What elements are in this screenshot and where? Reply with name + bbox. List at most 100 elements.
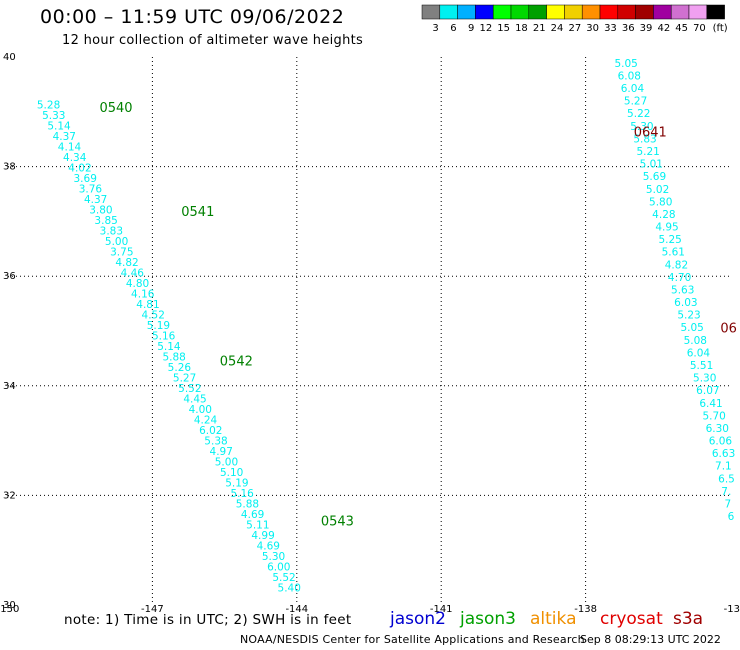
colorbar-swatch bbox=[528, 4, 547, 20]
colorbar-label: 21 bbox=[533, 23, 546, 34]
colorbar-swatch bbox=[688, 4, 708, 20]
colorbar-label: (ft) bbox=[713, 23, 728, 34]
wave-height-point: 4.16 bbox=[131, 288, 155, 300]
pass-time-label: 0543 bbox=[321, 515, 354, 530]
wave-height-point: 5.02 bbox=[646, 184, 669, 196]
wave-height-point: 5.25 bbox=[658, 234, 681, 246]
wave-height-point: 5.30 bbox=[693, 373, 716, 385]
chart-title: 00:00 – 11:59 UTC 09/06/2022 bbox=[40, 6, 345, 28]
wave-height-point: 5.40 bbox=[278, 582, 301, 594]
y-tick-label: 38 bbox=[3, 162, 16, 173]
wave-height-point: 6 bbox=[728, 511, 735, 523]
wave-height-point: 5.05 bbox=[614, 58, 637, 70]
wave-height-point: 4.45 bbox=[183, 393, 206, 405]
colorbar-swatch bbox=[439, 4, 458, 20]
wave-height-point: 5.08 bbox=[684, 335, 707, 347]
colorbar-swatch bbox=[635, 4, 654, 20]
wave-height-point: 4.81 bbox=[136, 299, 159, 311]
wave-height-point: 6.07 bbox=[696, 385, 719, 397]
colorbar-swatch bbox=[457, 4, 476, 20]
colorbar-swatch bbox=[599, 4, 619, 20]
wave-height-point: 4.02 bbox=[68, 162, 91, 174]
wave-height-point: 4.97 bbox=[210, 446, 233, 458]
colorbar-label: 30 bbox=[586, 23, 599, 34]
colorbar-swatch bbox=[653, 4, 672, 20]
wave-height-point: 5.83 bbox=[633, 133, 656, 145]
colorbar-label: 24 bbox=[551, 23, 564, 34]
wave-height-point: 4.24 bbox=[194, 414, 218, 426]
wave-height-point: 5.52 bbox=[178, 383, 201, 395]
colorbar-swatch bbox=[475, 4, 494, 20]
wave-height-point: 4.00 bbox=[189, 404, 212, 416]
colorbar-label: 6 bbox=[450, 23, 456, 34]
wave-height-point: 4.28 bbox=[652, 209, 675, 221]
colorbar-label: 3 bbox=[432, 23, 438, 34]
wave-height-point: 5.70 bbox=[702, 410, 725, 422]
pass-time-label: 0542 bbox=[220, 355, 253, 370]
pass-time-label: 0540 bbox=[99, 101, 132, 116]
wave-height-point: 6.63 bbox=[712, 448, 735, 460]
wave-height-point: 5.51 bbox=[690, 360, 713, 372]
wave-height-point: 4.82 bbox=[665, 259, 688, 271]
wave-height-point: 7. bbox=[721, 486, 731, 498]
colorbar-label: 27 bbox=[568, 23, 581, 34]
colorbar-label: 12 bbox=[479, 23, 492, 34]
wave-height-point: 5.30 bbox=[262, 551, 285, 563]
wave-height-point: 6.02 bbox=[199, 425, 222, 437]
wave-height-point: 5.30 bbox=[630, 121, 653, 133]
wave-height-point: 5.16 bbox=[152, 330, 176, 342]
wave-height-point: 3.83 bbox=[100, 225, 123, 237]
satellite-legend-jason2: jason2 bbox=[390, 609, 446, 629]
wave-height-point: 5.61 bbox=[662, 247, 685, 259]
colorbar-label: 70 bbox=[693, 23, 706, 34]
wave-height-point: 6.5 bbox=[718, 473, 735, 485]
satellite-legend-cryosat: cryosat bbox=[600, 609, 663, 629]
wave-height-point: 5.11 bbox=[246, 519, 269, 531]
wave-height-point: 3.75 bbox=[110, 246, 133, 258]
wave-height-point: 4.46 bbox=[121, 267, 145, 279]
wave-height-point: 7.1 bbox=[715, 461, 732, 473]
x-tick-label: -138 bbox=[574, 604, 597, 615]
pass-time-label: 06 bbox=[720, 322, 737, 337]
wave-height-point: 4.95 bbox=[655, 222, 678, 234]
pass-time-label: 0641 bbox=[634, 125, 667, 140]
wave-height-point: 5.33 bbox=[42, 110, 65, 122]
wave-height-point: 5.38 bbox=[204, 435, 227, 447]
wave-height-point: 5.14 bbox=[47, 121, 71, 133]
y-tick-label: 32 bbox=[3, 490, 16, 501]
wave-height-point: 6.41 bbox=[699, 398, 722, 410]
y-tick-label: 30 bbox=[3, 600, 16, 611]
wave-height-point: 4.99 bbox=[251, 530, 274, 542]
wave-height-point: 3.80 bbox=[89, 204, 112, 216]
colorbar-label: 36 bbox=[622, 23, 635, 34]
colorbar-label: 42 bbox=[657, 23, 670, 34]
footer-credit: NOAA/NESDIS Center for Satellite Applica… bbox=[240, 633, 585, 646]
y-tick-label: 34 bbox=[3, 381, 16, 392]
satellite-legend-altika: altika bbox=[530, 609, 577, 629]
x-tick-label: -147 bbox=[141, 604, 164, 615]
wave-height-point: 5.05 bbox=[680, 322, 703, 334]
wave-height-point: 5.69 bbox=[643, 171, 666, 183]
wave-height-point: 6.30 bbox=[706, 423, 729, 435]
colorbar-swatch bbox=[492, 4, 512, 20]
wave-height-point: 3.85 bbox=[94, 215, 117, 227]
wave-height-point: 5.14 bbox=[157, 341, 181, 353]
wave-height-point: 4.69 bbox=[241, 509, 264, 521]
x-tick-label: -141 bbox=[430, 604, 453, 615]
wave-height-point: 3.69 bbox=[74, 173, 97, 185]
wave-height-point: 6.06 bbox=[709, 436, 733, 448]
wave-height-point: 6.04 bbox=[687, 347, 711, 359]
wave-height-point: 6.08 bbox=[618, 70, 641, 82]
wave-height-point: 4.37 bbox=[84, 194, 107, 206]
wave-height-point: 4.14 bbox=[58, 141, 82, 153]
wave-height-point: 5.26 bbox=[168, 362, 192, 374]
wave-height-point: 5.19 bbox=[147, 320, 170, 332]
wave-height-point: 5.19 bbox=[225, 477, 248, 489]
wave-height-point: 5.16 bbox=[230, 488, 254, 500]
colorbar-swatch bbox=[510, 4, 530, 20]
colorbar-swatch bbox=[564, 4, 583, 20]
wave-height-point: 6.03 bbox=[674, 297, 697, 309]
wave-height-point: 5.22 bbox=[627, 108, 650, 120]
wave-height-point: 4.70 bbox=[668, 272, 691, 284]
